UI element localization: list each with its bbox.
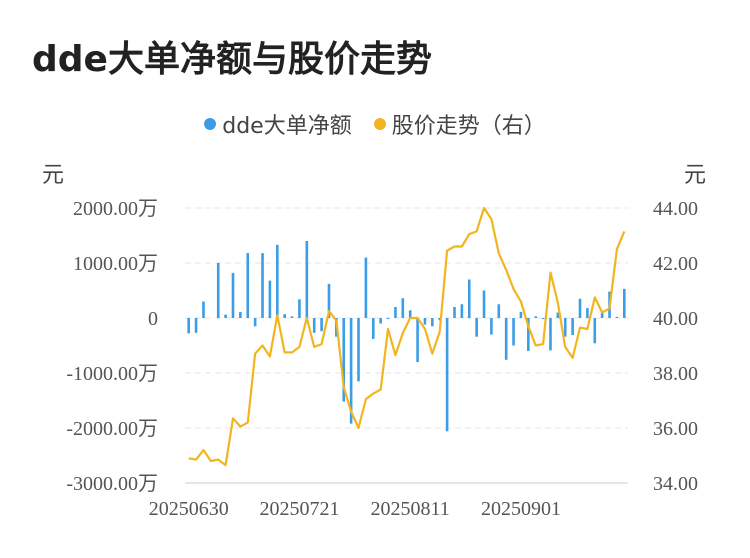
bar[interactable]: [534, 316, 538, 318]
legend: dde大单净额 股价走势（右）: [0, 108, 750, 140]
right-tick-label: 42.00: [653, 253, 698, 275]
bar[interactable]: [586, 308, 589, 318]
bar[interactable]: [438, 318, 442, 321]
bar[interactable]: [519, 311, 523, 318]
right-tick-label: 36.00: [653, 418, 698, 440]
bar[interactable]: [320, 318, 323, 332]
legend-item-dde[interactable]: dde大单净额: [204, 108, 352, 140]
bar[interactable]: [187, 318, 190, 334]
bar[interactable]: [571, 318, 574, 336]
left-tick-label: 1000.00万: [73, 253, 158, 275]
bar[interactable]: [593, 318, 597, 344]
bar[interactable]: [394, 307, 397, 318]
bar[interactable]: [379, 318, 382, 324]
bar[interactable]: [386, 318, 390, 320]
bar[interactable]: [357, 318, 360, 382]
bar[interactable]: [283, 314, 286, 318]
left-tick-label: 2000.00万: [73, 198, 158, 220]
bar[interactable]: [246, 253, 250, 318]
bar[interactable]: [202, 301, 205, 319]
bar[interactable]: [349, 318, 353, 424]
bar[interactable]: [342, 318, 346, 402]
bar[interactable]: [327, 283, 331, 318]
right-tick-label: 34.00: [653, 473, 698, 495]
bar[interactable]: [490, 318, 493, 335]
bar[interactable]: [541, 318, 545, 320]
legend-label-dde: dde大单净额: [222, 114, 352, 139]
bar[interactable]: [453, 307, 456, 318]
legend-marker-dde: [204, 118, 217, 130]
bar[interactable]: [231, 272, 235, 318]
right-tick-label: 44.00: [653, 198, 698, 220]
bar[interactable]: [549, 318, 552, 351]
x-tick-label: 20250630: [149, 498, 229, 520]
legend-item-price[interactable]: 股价走势（右）: [373, 108, 546, 140]
bar[interactable]: [401, 298, 405, 318]
bar[interactable]: [261, 253, 264, 318]
bar-series-dde: [187, 241, 626, 432]
x-tick-label: 20250721: [259, 498, 339, 520]
bar[interactable]: [475, 318, 478, 337]
right-tick-label: 40.00: [653, 308, 698, 330]
bar[interactable]: [445, 318, 449, 432]
bar[interactable]: [482, 290, 486, 319]
right-tick-label: 38.00: [653, 363, 698, 385]
bar[interactable]: [527, 318, 530, 351]
gridlines: [185, 207, 628, 484]
bar[interactable]: [423, 318, 427, 325]
bar[interactable]: [298, 299, 301, 318]
bar[interactable]: [416, 318, 419, 362]
chart-title: dde大单净额与股价走势: [32, 39, 432, 80]
bar[interactable]: [431, 318, 434, 327]
bar[interactable]: [556, 312, 560, 319]
bar[interactable]: [194, 318, 198, 333]
left-tick-label: 0: [148, 308, 158, 330]
bar[interactable]: [504, 318, 508, 360]
legend-label-price: 股价走势（右）: [391, 114, 546, 139]
left-tick-label: -3000.00万: [66, 473, 158, 495]
legend-marker-price: [373, 118, 386, 130]
x-tick-label: 20250811: [371, 498, 450, 520]
x-tick-label: 20250901: [481, 498, 561, 520]
left-tick-label: -1000.00万: [66, 363, 158, 385]
bar[interactable]: [578, 298, 582, 318]
left-tick-label: -2000.00万: [66, 418, 158, 440]
bar[interactable]: [290, 316, 294, 318]
bar[interactable]: [253, 318, 257, 327]
bar[interactable]: [467, 279, 471, 319]
right-axis-ticks: 44.00 42.00 40.00 38.00 36.00 34.00: [653, 198, 698, 495]
right-axis-unit: 元: [684, 163, 707, 188]
left-axis-ticks: 2000.00万 1000.00万 0 -1000.00万 -2000.00万 -3000…: [66, 198, 158, 495]
bar[interactable]: [371, 318, 375, 339]
bar[interactable]: [408, 310, 412, 318]
bar[interactable]: [305, 241, 309, 318]
x-axis-ticks: 20250630 20250721 20250811 20250901: [149, 498, 561, 520]
line-series-price: [188, 206, 626, 467]
bar[interactable]: [460, 304, 464, 318]
bar[interactable]: [275, 244, 279, 318]
bar[interactable]: [615, 316, 619, 318]
bar[interactable]: [216, 263, 220, 318]
left-axis-unit: 元: [42, 163, 65, 188]
bar[interactable]: [600, 311, 604, 318]
bar[interactable]: [224, 314, 227, 318]
bar[interactable]: [563, 318, 567, 337]
bar[interactable]: [364, 257, 368, 319]
bar[interactable]: [623, 288, 626, 318]
bar[interactable]: [512, 318, 515, 346]
bar[interactable]: [312, 318, 316, 333]
bar[interactable]: [239, 311, 242, 318]
bar[interactable]: [497, 304, 501, 318]
bar[interactable]: [268, 280, 272, 318]
